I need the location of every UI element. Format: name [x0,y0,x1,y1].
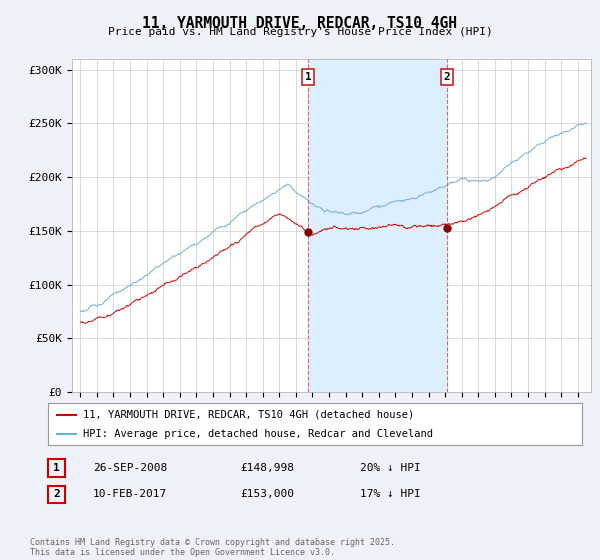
Text: 20% ↓ HPI: 20% ↓ HPI [360,463,421,473]
Text: 2: 2 [53,489,60,500]
Text: HPI: Average price, detached house, Redcar and Cleveland: HPI: Average price, detached house, Redc… [83,429,433,439]
Text: Contains HM Land Registry data © Crown copyright and database right 2025.
This d: Contains HM Land Registry data © Crown c… [30,538,395,557]
Text: 26-SEP-2008: 26-SEP-2008 [93,463,167,473]
Text: 11, YARMOUTH DRIVE, REDCAR, TS10 4GH: 11, YARMOUTH DRIVE, REDCAR, TS10 4GH [143,16,458,31]
Text: £148,998: £148,998 [240,463,294,473]
Text: 2: 2 [443,72,450,82]
Text: Price paid vs. HM Land Registry's House Price Index (HPI): Price paid vs. HM Land Registry's House … [107,27,493,37]
Text: 10-FEB-2017: 10-FEB-2017 [93,489,167,500]
Text: £153,000: £153,000 [240,489,294,500]
Text: 17% ↓ HPI: 17% ↓ HPI [360,489,421,500]
Bar [308,59,447,392]
Text: 1: 1 [305,72,311,82]
Text: 11, YARMOUTH DRIVE, REDCAR, TS10 4GH (detached house): 11, YARMOUTH DRIVE, REDCAR, TS10 4GH (de… [83,409,414,419]
Text: 1: 1 [53,463,60,473]
